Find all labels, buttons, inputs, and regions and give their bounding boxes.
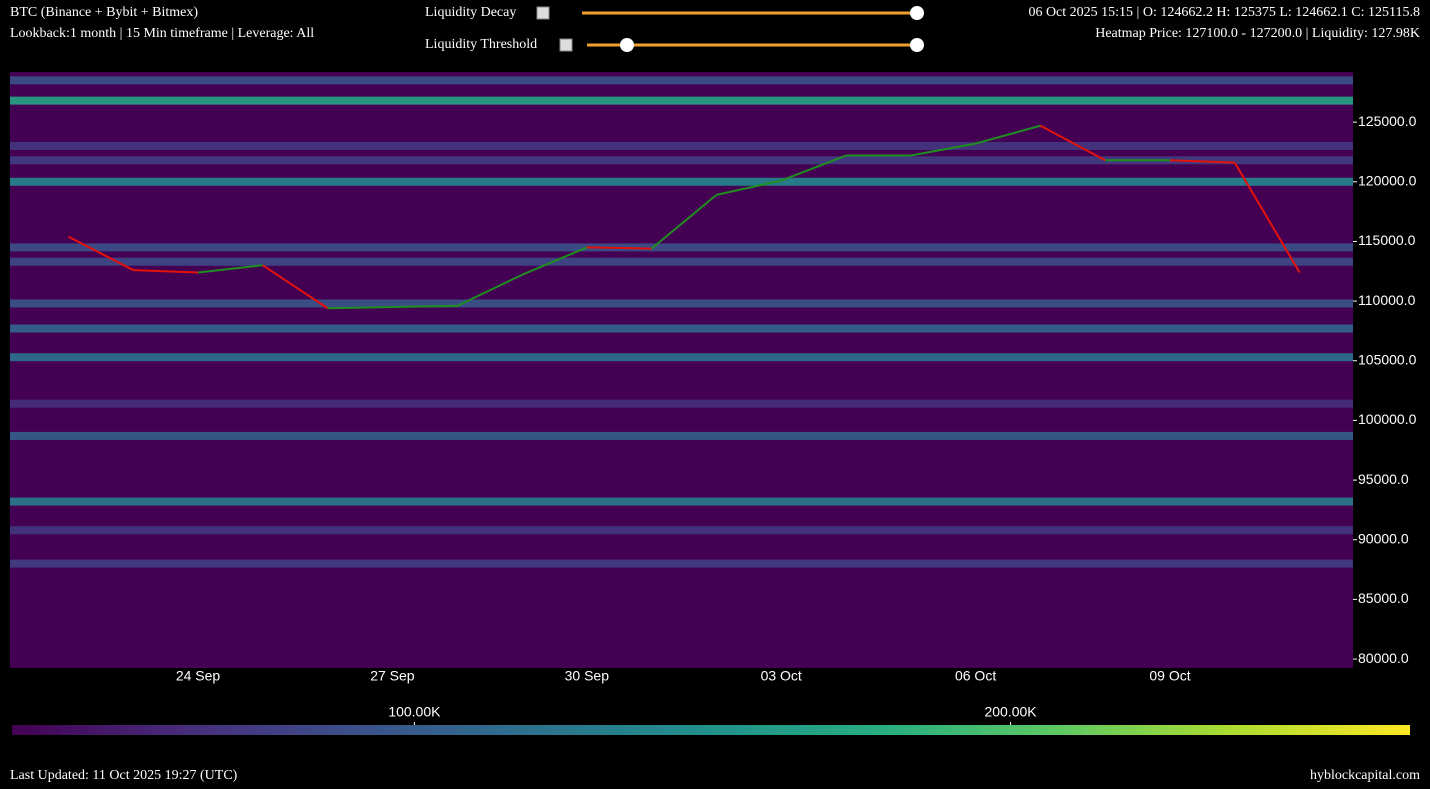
y-tick-label: 85000.0	[1358, 590, 1409, 606]
brand: hyblockcapital.com	[1310, 768, 1420, 783]
ohlc-info: 06 Oct 2025 15:15 | O: 124662.2 H: 12537…	[1028, 5, 1420, 20]
image-icon	[536, 6, 550, 20]
x-tick-label: 27 Sep	[370, 668, 415, 684]
control-label: Liquidity Decay	[425, 5, 516, 20]
liquidity-band	[10, 497, 1353, 506]
y-tick-label: 100000.0	[1358, 411, 1417, 427]
y-tick-label: 115000.0	[1358, 232, 1416, 248]
price-segment	[1233, 162, 1301, 273]
price-segment	[456, 273, 523, 307]
y-tick-label: 125000.0	[1358, 113, 1417, 129]
control-label: Liquidity Threshold	[425, 37, 537, 52]
y-tick-label: 90000.0	[1358, 530, 1409, 546]
last-updated: Last Updated: 11 Oct 2025 19:27 (UTC)	[10, 768, 238, 783]
x-tick-label: 03 Oct	[761, 668, 802, 684]
x-tick-label: 09 Oct	[1149, 668, 1190, 684]
price-segment	[67, 235, 134, 271]
image-icon	[559, 38, 573, 52]
price-segment	[392, 304, 458, 309]
colorbar	[12, 725, 1410, 735]
price-segment	[1169, 159, 1235, 164]
slider-knob[interactable]	[910, 6, 924, 20]
liquidity-band	[10, 526, 1353, 535]
price-segment	[586, 246, 652, 250]
price-segment	[910, 142, 976, 157]
price-segment	[327, 306, 393, 310]
y-tick-label: 120000.0	[1358, 172, 1417, 188]
y-tick-label: 95000.0	[1358, 471, 1409, 487]
liquidity-band	[10, 96, 1353, 105]
liquidity-band	[10, 257, 1353, 266]
price-segment	[650, 194, 718, 250]
price-segment	[975, 124, 1041, 145]
colorbar-tick-label: 200.00K	[984, 704, 1037, 720]
y-tick-label: 110000.0	[1358, 292, 1416, 308]
liquidity-band	[10, 156, 1353, 165]
price-segment	[521, 246, 588, 276]
price-segment	[197, 264, 263, 274]
price-segment	[716, 179, 782, 196]
y-tick-label: 105000.0	[1358, 351, 1417, 367]
heatmap-background	[10, 72, 1353, 668]
liquidity-band	[10, 243, 1353, 252]
price-segment	[1039, 124, 1106, 162]
liquidity-band	[10, 431, 1353, 440]
liquidity-band	[10, 559, 1353, 568]
liquidity-band	[10, 76, 1353, 85]
subtitle: Lookback:1 month | 15 Min timeframe | Le…	[10, 26, 314, 41]
colorbar-tick-label: 100.00K	[388, 704, 441, 720]
liquidity-band	[10, 177, 1353, 186]
liquidity-band	[10, 299, 1353, 308]
x-tick-label: 24 Sep	[176, 668, 221, 684]
liquidity-band	[10, 399, 1353, 408]
liquidity-band	[10, 141, 1353, 150]
price-segment	[133, 269, 199, 274]
price-segment	[262, 264, 329, 310]
liquidity-band	[10, 324, 1353, 333]
x-tick-label: 30 Sep	[565, 668, 610, 684]
title: BTC (Binance + Bybit + Bitmex)	[10, 5, 198, 20]
x-tick-label: 06 Oct	[955, 668, 996, 684]
plot-area	[10, 72, 1353, 668]
y-tick-label: 80000.0	[1358, 650, 1409, 666]
slider-knob[interactable]	[620, 38, 634, 52]
price-segment	[780, 154, 847, 182]
hover-info: Heatmap Price: 127100.0 - 127200.0 | Liq…	[1095, 26, 1420, 41]
liquidity-band	[10, 353, 1353, 362]
slider-knob[interactable]	[910, 38, 924, 52]
